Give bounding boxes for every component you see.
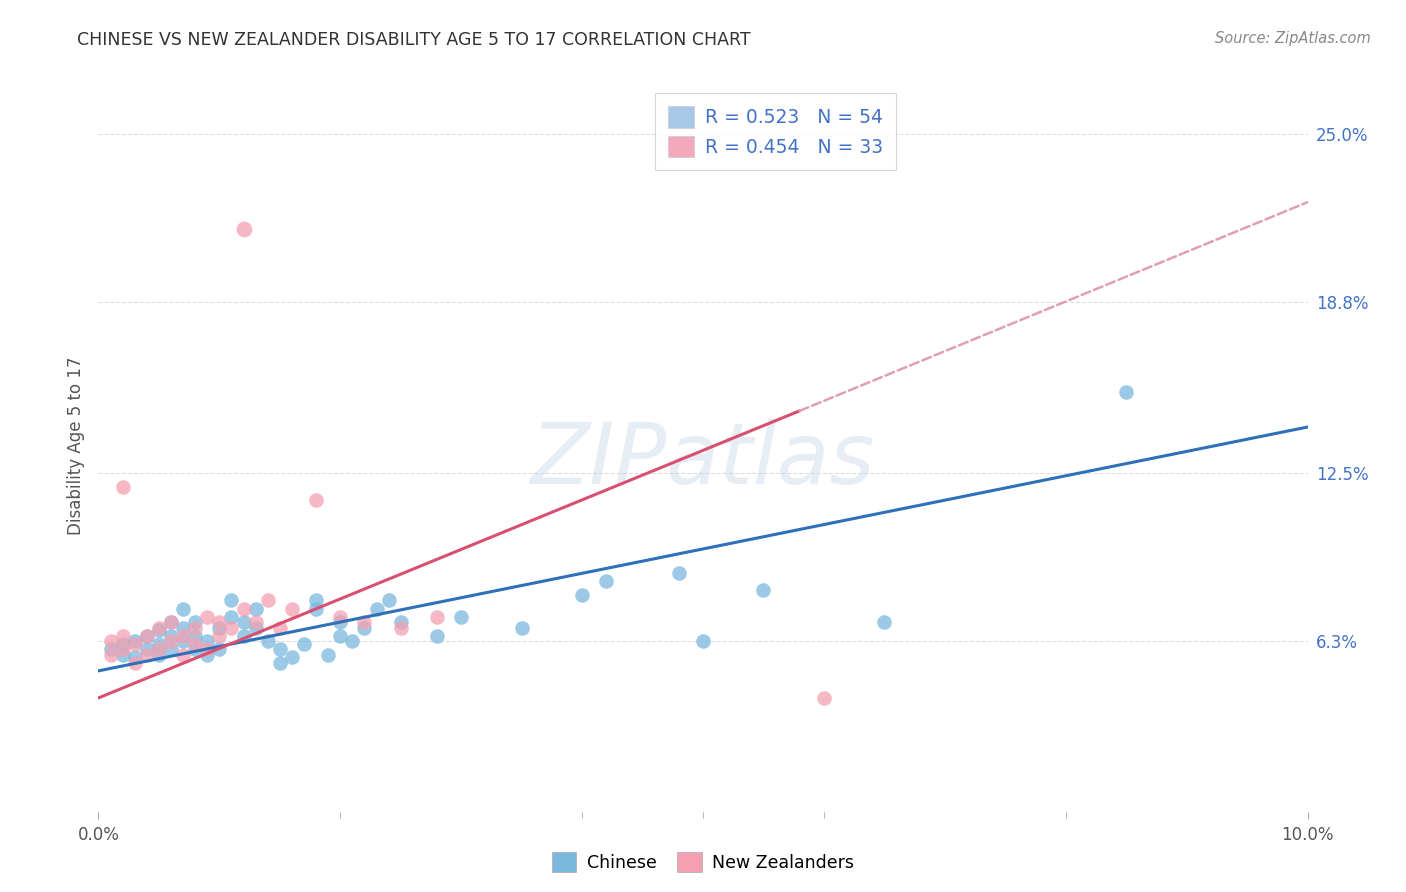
Legend: Chinese, New Zealanders: Chinese, New Zealanders xyxy=(546,845,860,879)
Point xyxy=(111,480,134,494)
Point xyxy=(256,593,278,607)
Point xyxy=(426,609,449,624)
Point xyxy=(329,609,352,624)
Point xyxy=(148,642,170,657)
Point xyxy=(172,601,194,615)
Point xyxy=(232,601,254,615)
Point xyxy=(366,601,388,615)
Point xyxy=(292,637,315,651)
Point xyxy=(1115,384,1137,399)
Point xyxy=(281,601,304,615)
Point xyxy=(208,620,231,634)
Point xyxy=(256,634,278,648)
Point xyxy=(135,629,157,643)
Point xyxy=(135,648,157,662)
Point xyxy=(111,642,134,657)
Point xyxy=(172,634,194,648)
Point xyxy=(450,609,472,624)
Point xyxy=(281,650,304,665)
Point xyxy=(571,588,593,602)
Point xyxy=(100,634,122,648)
Point xyxy=(184,642,207,657)
Point xyxy=(160,629,183,643)
Point xyxy=(232,222,254,236)
Point xyxy=(510,620,533,634)
Point xyxy=(595,574,617,589)
Point xyxy=(329,629,352,643)
Point xyxy=(353,615,375,629)
Text: ZIPatlas: ZIPatlas xyxy=(531,419,875,502)
Point xyxy=(221,609,243,624)
Point xyxy=(160,615,183,629)
Point xyxy=(377,593,399,607)
Point xyxy=(221,620,243,634)
Point xyxy=(148,648,170,662)
Point xyxy=(195,642,218,657)
Point xyxy=(124,634,146,648)
Point xyxy=(269,642,291,657)
Text: CHINESE VS NEW ZEALANDER DISABILITY AGE 5 TO 17 CORRELATION CHART: CHINESE VS NEW ZEALANDER DISABILITY AGE … xyxy=(77,31,751,49)
Point xyxy=(135,629,157,643)
Point xyxy=(148,637,170,651)
Point xyxy=(221,593,243,607)
Point xyxy=(305,593,328,607)
Point xyxy=(148,624,170,638)
Y-axis label: Disability Age 5 to 17: Disability Age 5 to 17 xyxy=(66,357,84,535)
Point xyxy=(813,690,835,705)
Point xyxy=(692,634,714,648)
Point xyxy=(160,634,183,648)
Point xyxy=(873,615,896,629)
Point xyxy=(389,615,412,629)
Point xyxy=(269,656,291,670)
Point xyxy=(232,629,254,643)
Point xyxy=(752,582,775,597)
Point xyxy=(184,620,207,634)
Point xyxy=(100,648,122,662)
Point xyxy=(135,642,157,657)
Point xyxy=(184,615,207,629)
Point xyxy=(353,620,375,634)
Point xyxy=(172,629,194,643)
Point xyxy=(184,629,207,643)
Point xyxy=(124,650,146,665)
Point xyxy=(668,566,690,581)
Point xyxy=(195,648,218,662)
Point xyxy=(111,629,134,643)
Point xyxy=(269,620,291,634)
Point xyxy=(245,615,267,629)
Point xyxy=(389,620,412,634)
Point xyxy=(124,637,146,651)
Point xyxy=(111,648,134,662)
Point xyxy=(184,637,207,651)
Text: Source: ZipAtlas.com: Source: ZipAtlas.com xyxy=(1215,31,1371,46)
Point xyxy=(305,601,328,615)
Point xyxy=(111,637,134,651)
Point xyxy=(172,620,194,634)
Point xyxy=(232,615,254,629)
Point xyxy=(305,493,328,508)
Point xyxy=(208,615,231,629)
Point xyxy=(208,642,231,657)
Point xyxy=(329,615,352,629)
Point xyxy=(195,634,218,648)
Point xyxy=(245,601,267,615)
Point xyxy=(160,642,183,657)
Point xyxy=(124,656,146,670)
Point xyxy=(195,609,218,624)
Point xyxy=(208,629,231,643)
Point xyxy=(160,615,183,629)
Point xyxy=(172,648,194,662)
Legend: R = 0.523   N = 54, R = 0.454   N = 33: R = 0.523 N = 54, R = 0.454 N = 33 xyxy=(655,94,897,170)
Point xyxy=(316,648,339,662)
Point xyxy=(100,642,122,657)
Point xyxy=(342,634,364,648)
Point xyxy=(148,620,170,634)
Point xyxy=(245,620,267,634)
Point xyxy=(426,629,449,643)
